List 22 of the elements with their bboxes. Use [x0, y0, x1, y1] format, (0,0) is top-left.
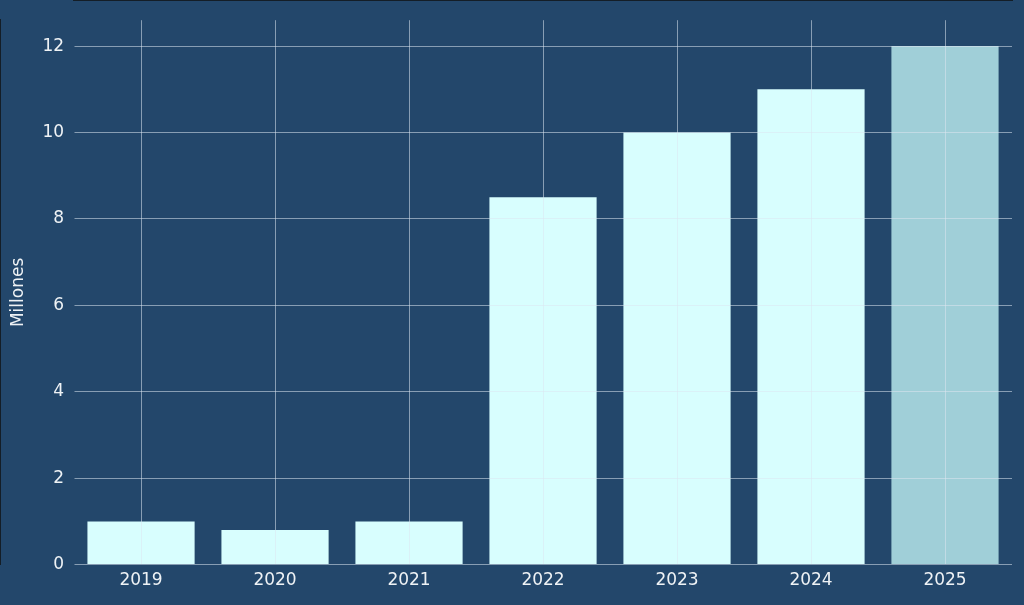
y-tick-label: 4 — [53, 380, 65, 401]
bar — [757, 89, 865, 565]
bar — [355, 521, 463, 565]
x-tick-label: 2019 — [119, 569, 163, 590]
bar — [891, 46, 999, 565]
x-tick-label: 2025 — [923, 569, 967, 590]
x-tick-label: 2023 — [655, 569, 699, 590]
y-tick-label: 6 — [53, 293, 65, 314]
x-tick-label: 2022 — [521, 569, 565, 590]
bar — [87, 521, 195, 565]
x-tick-label: 2020 — [253, 569, 297, 590]
bar — [623, 132, 731, 565]
y-axis-title: Millones — [6, 257, 27, 328]
y-tick-label: 2 — [53, 466, 65, 487]
y-tick-label: 8 — [53, 207, 65, 228]
bar — [489, 197, 597, 565]
y-tick-label: 12 — [42, 34, 65, 55]
bar — [221, 530, 329, 565]
x-tick-label: 2021 — [387, 569, 431, 590]
y-tick-label: 10 — [42, 120, 65, 141]
x-tick-label: 2024 — [789, 569, 833, 590]
y-tick-label: 0 — [53, 553, 65, 574]
